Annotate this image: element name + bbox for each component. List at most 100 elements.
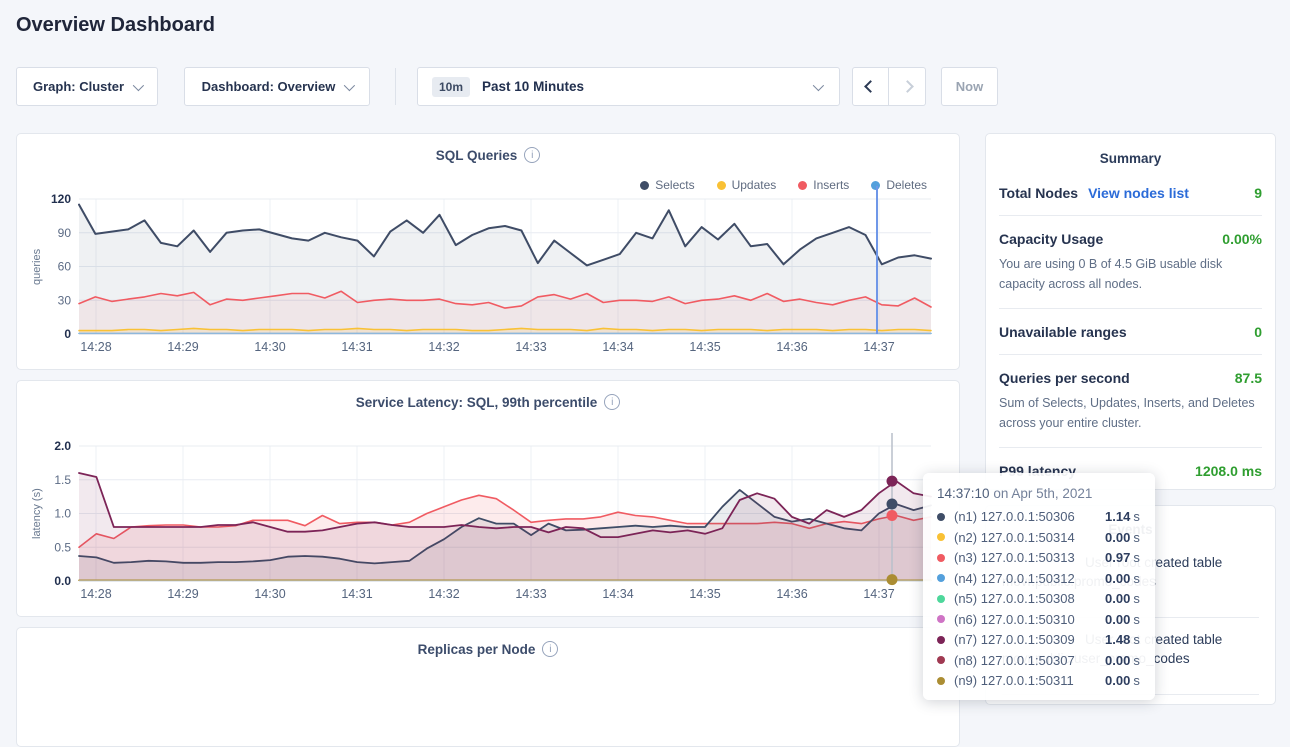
summary-panel: Summary Total NodesView nodes list9Capac…	[985, 133, 1276, 490]
series-dot-icon	[937, 554, 945, 562]
tooltip-unit: s	[1133, 653, 1140, 668]
summary-row-line: Queries per second87.5	[999, 370, 1262, 386]
svg-text:14:32: 14:32	[428, 340, 459, 354]
tooltip-value: 0.00	[1105, 571, 1130, 586]
summary-row-value: 1208.0 ms	[1195, 463, 1262, 479]
tooltip-node-label: (n5) 127.0.0.1:50308	[954, 591, 1105, 606]
tooltip-row: (n3) 127.0.0.1:503130.97s	[937, 550, 1141, 565]
svg-text:14:28: 14:28	[80, 340, 111, 354]
tooltip-rows: (n1) 127.0.0.1:503061.14s(n2) 127.0.0.1:…	[937, 509, 1141, 688]
svg-text:14:30: 14:30	[254, 340, 285, 354]
svg-text:90: 90	[58, 226, 72, 240]
summary-row-value: 87.5	[1235, 370, 1262, 386]
tooltip-value: 0.97	[1105, 550, 1130, 565]
tooltip-timestamp: 14:37:10 on Apr 5th, 2021	[937, 486, 1141, 501]
tooltip-unit: s	[1133, 612, 1140, 627]
svg-text:14:30: 14:30	[254, 587, 285, 601]
svg-text:120: 120	[51, 192, 71, 206]
sql-queries-chart[interactable]: 120906030014:2814:2914:3014:3114:3214:33…	[17, 134, 959, 369]
tooltip-row: (n9) 127.0.0.1:503110.00s	[937, 673, 1141, 688]
summary-row-label: Total Nodes	[999, 185, 1078, 201]
summary-row: Capacity Usage 0.00% You are using 0 B of …	[999, 216, 1262, 309]
summary-row-label: Unavailable ranges	[999, 324, 1127, 340]
chart-hover-tooltip: 14:37:10 on Apr 5th, 2021 (n1) 127.0.0.1…	[923, 473, 1155, 700]
tooltip-node-label: (n1) 127.0.0.1:50306	[954, 509, 1105, 524]
svg-text:14:33: 14:33	[515, 587, 546, 601]
tooltip-date: on Apr 5th, 2021	[990, 486, 1093, 501]
tooltip-unit: s	[1133, 632, 1140, 647]
service-latency-chart[interactable]: 2.01.51.00.50.014:2814:2914:3014:3114:32…	[17, 381, 959, 616]
now-button[interactable]: Now	[941, 67, 998, 106]
dashboard-dropdown[interactable]: Dashboard: Overview	[184, 67, 370, 106]
tooltip-value: 1.48	[1105, 632, 1130, 647]
svg-text:14:37: 14:37	[863, 340, 894, 354]
time-next-button[interactable]	[889, 67, 926, 106]
svg-text:1.5: 1.5	[54, 473, 71, 487]
summary-row-value: 0.00%	[1222, 231, 1262, 247]
chevron-down-icon	[344, 79, 355, 90]
series-dot-icon	[937, 533, 945, 541]
page-title: Overview Dashboard	[16, 14, 215, 37]
tooltip-unit: s	[1133, 550, 1140, 565]
tooltip-node-label: (n8) 127.0.0.1:50307	[954, 653, 1105, 668]
tooltip-node-label: (n2) 127.0.0.1:50314	[954, 530, 1105, 545]
view-nodes-list-link[interactable]: View nodes list	[1088, 185, 1189, 201]
tooltip-node-label: (n3) 127.0.0.1:50313	[954, 550, 1105, 565]
tooltip-row: (n7) 127.0.0.1:503091.48s	[937, 632, 1141, 647]
tooltip-row: (n8) 127.0.0.1:503070.00s	[937, 653, 1141, 668]
tooltip-unit: s	[1133, 673, 1140, 688]
tooltip-node-label: (n4) 127.0.0.1:50312	[954, 571, 1105, 586]
chevron-left-icon	[864, 80, 877, 93]
summary-row-line: Total NodesView nodes list9	[999, 185, 1262, 201]
summary-rows: Total NodesView nodes list9Capacity Usag…	[986, 166, 1275, 493]
chevron-right-icon	[901, 80, 914, 93]
tooltip-value: 0.00	[1105, 612, 1130, 627]
svg-text:14:35: 14:35	[689, 587, 720, 601]
series-dot-icon	[937, 574, 945, 582]
svg-text:0.0: 0.0	[54, 574, 71, 588]
tooltip-value: 1.14	[1105, 509, 1130, 524]
tooltip-unit: s	[1133, 530, 1140, 545]
svg-text:14:34: 14:34	[602, 340, 633, 354]
graph-dropdown[interactable]: Graph: Cluster	[16, 67, 158, 106]
tooltip-row: (n6) 127.0.0.1:503100.00s	[937, 612, 1141, 627]
summary-row: Queries per second87.5Sum of Selects, Up…	[999, 355, 1262, 448]
chart-title-text: Replicas per Node	[418, 642, 536, 657]
svg-text:14:35: 14:35	[689, 340, 720, 354]
tooltip-row: (n1) 127.0.0.1:503061.14s	[937, 509, 1141, 524]
summary-row-description: You are using 0 B of 4.5 GiB usable disk…	[999, 254, 1262, 294]
tooltip-row: (n5) 127.0.0.1:503080.00s	[937, 591, 1141, 606]
summary-title: Summary	[986, 151, 1275, 166]
svg-text:14:36: 14:36	[776, 340, 807, 354]
now-button-label: Now	[956, 79, 983, 94]
series-dot-icon	[937, 615, 945, 623]
toolbar-divider	[395, 68, 396, 105]
chevron-down-icon	[133, 79, 144, 90]
svg-text:30: 30	[58, 293, 72, 307]
svg-text:2.0: 2.0	[54, 439, 71, 453]
replicas-per-node-title: Replicas per Node	[17, 641, 959, 657]
svg-text:14:33: 14:33	[515, 340, 546, 354]
time-range-dropdown[interactable]: 10m Past 10 Minutes	[417, 67, 840, 106]
tooltip-row: (n4) 127.0.0.1:503120.00s	[937, 571, 1141, 586]
summary-row: Total NodesView nodes list9	[999, 170, 1262, 216]
time-range-badge: 10m	[432, 77, 470, 97]
service-latency-panel: Service Latency: SQL, 99th percentile la…	[16, 380, 960, 617]
time-prev-button[interactable]	[852, 67, 889, 106]
summary-row-line: Capacity Usage 0.00%	[999, 231, 1262, 247]
svg-text:0: 0	[64, 327, 71, 341]
svg-text:1.0: 1.0	[54, 507, 71, 521]
tooltip-node-label: (n7) 127.0.0.1:50309	[954, 632, 1105, 647]
series-dot-icon	[937, 513, 945, 521]
time-nav-group	[852, 67, 926, 106]
svg-text:14:36: 14:36	[776, 587, 807, 601]
series-dot-icon	[937, 656, 945, 664]
summary-row-label: Capacity Usage	[999, 231, 1103, 247]
replicas-per-node-panel: Replicas per Node	[16, 627, 960, 747]
tooltip-unit: s	[1133, 571, 1140, 586]
tooltip-time: 14:37:10	[937, 486, 990, 501]
tooltip-node-label: (n6) 127.0.0.1:50310	[954, 612, 1105, 627]
tooltip-value: 0.00	[1105, 653, 1130, 668]
info-icon[interactable]	[542, 641, 558, 657]
summary-row: Unavailable ranges0	[999, 309, 1262, 355]
